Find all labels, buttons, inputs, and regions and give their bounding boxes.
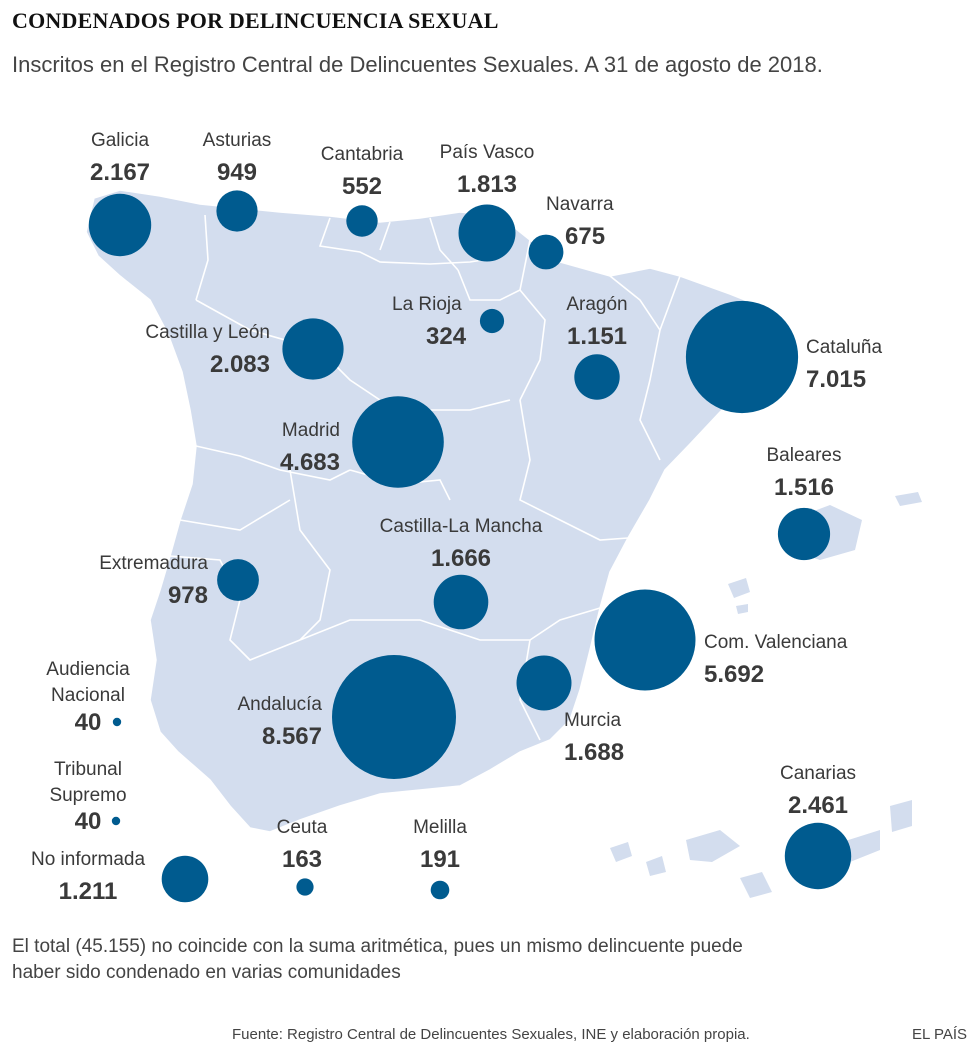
label-value-murcia: 1.688 bbox=[564, 739, 624, 766]
bubble-andalucia bbox=[332, 655, 456, 779]
label-value-no-informada: 1.211 bbox=[59, 878, 118, 905]
bubble-com-valenciana bbox=[594, 589, 696, 691]
bubble-asturias bbox=[216, 190, 258, 232]
label-value-pais-vasco: 1.813 bbox=[457, 171, 517, 198]
label-name-andalucia: Andalucía bbox=[237, 694, 322, 715]
label-name-madrid: Madrid bbox=[282, 420, 340, 441]
label-name-la-rioja: La Rioja bbox=[392, 294, 462, 315]
bubble-no-informada bbox=[161, 855, 209, 903]
label-name-cataluna: Cataluña bbox=[806, 337, 882, 358]
canarias-island-3 bbox=[686, 830, 740, 862]
label-name-baleares: Baleares bbox=[767, 445, 842, 466]
bubble-melilla bbox=[430, 880, 450, 900]
label-value-castilla-la-mancha: 1.666 bbox=[431, 545, 491, 572]
bubble-navarra bbox=[528, 234, 564, 270]
label-value-galicia: 2.167 bbox=[90, 159, 150, 186]
footnote: El total (45.155) no coincide con la sum… bbox=[12, 936, 743, 983]
label-value-andalucia: 8.567 bbox=[262, 723, 322, 750]
label-name-aragon: Aragón bbox=[566, 294, 627, 315]
label-value-cantabria: 552 bbox=[342, 173, 382, 200]
bubble-galicia bbox=[88, 193, 152, 257]
label-value-extremadura: 978 bbox=[168, 582, 208, 609]
formentera-shape bbox=[736, 604, 748, 614]
bubble-canarias bbox=[784, 822, 852, 890]
label-value-la-rioja: 324 bbox=[426, 323, 467, 350]
label-value-tribunal-supremo: 40 bbox=[75, 808, 102, 835]
brand-credit: EL PAÍS bbox=[912, 1026, 968, 1043]
label-value-madrid: 4.683 bbox=[280, 449, 340, 476]
bubble-madrid bbox=[352, 396, 444, 488]
bubble-tribunal-supremo bbox=[111, 816, 121, 826]
label-value-baleares: 1.516 bbox=[774, 474, 834, 501]
label-name-com-valenciana: Com. Valenciana bbox=[704, 632, 848, 653]
page-title: CONDENADOS POR DELINCUENCIA SEXUAL bbox=[12, 8, 499, 33]
label-name-canarias: Canarias bbox=[780, 763, 856, 784]
bubble-audiencia-nacional bbox=[112, 717, 122, 727]
ibiza-shape bbox=[728, 578, 750, 598]
bubble-baleares bbox=[777, 507, 831, 561]
label-name-asturias: Asturias bbox=[203, 130, 272, 151]
bubble-extremadura bbox=[217, 559, 259, 601]
label-name-tribunal-supremo-2: Supremo bbox=[49, 785, 126, 806]
page-subtitle: Inscritos en el Registro Central de Deli… bbox=[12, 52, 823, 77]
bubble-ceuta bbox=[296, 878, 314, 896]
label-value-castilla-leon: 2.083 bbox=[210, 351, 270, 378]
source-credit: Fuente: Registro Central de Delincuentes… bbox=[232, 1026, 750, 1043]
label-name-galicia: Galicia bbox=[91, 130, 150, 151]
label-name-melilla: Melilla bbox=[413, 817, 467, 838]
label-value-com-valenciana: 5.692 bbox=[704, 661, 764, 688]
label-name-pais-vasco: País Vasco bbox=[440, 142, 535, 163]
canarias-island-1 bbox=[610, 842, 632, 862]
bubble-pais-vasco bbox=[458, 204, 516, 262]
label-name-no-informada: No informada bbox=[31, 849, 145, 870]
bubble-castilla-la-mancha bbox=[433, 574, 489, 630]
label-value-navarra: 675 bbox=[565, 223, 605, 250]
label-value-aragon: 1.151 bbox=[567, 323, 627, 350]
label-name-murcia: Murcia bbox=[564, 710, 621, 731]
bubble-layer bbox=[88, 190, 852, 903]
label-name-ceuta: Ceuta bbox=[277, 817, 328, 838]
bubble-aragon bbox=[574, 354, 620, 400]
canarias-island-5 bbox=[842, 830, 880, 862]
label-name-navarra: Navarra bbox=[546, 194, 614, 215]
label-value-audiencia-nacional: 40 bbox=[75, 709, 102, 736]
label-value-melilla: 191 bbox=[420, 846, 460, 873]
bubble-cataluna bbox=[685, 300, 799, 414]
label-value-cataluna: 7.015 bbox=[806, 366, 866, 393]
bubble-murcia bbox=[516, 655, 572, 711]
canarias-island-2 bbox=[646, 856, 666, 876]
label-layer: Galicia 2.167 Asturias 949 Cantabria 552 País … bbox=[31, 130, 883, 905]
bubble-cantabria bbox=[346, 205, 378, 237]
label-value-ceuta: 163 bbox=[282, 846, 322, 873]
label-value-asturias: 949 bbox=[217, 159, 257, 186]
canarias-island-6 bbox=[890, 800, 912, 832]
label-name-tribunal-supremo-1: Tribunal bbox=[54, 759, 122, 780]
label-name-audiencia-nacional-1: Audiencia bbox=[46, 659, 130, 680]
menorca-shape bbox=[895, 492, 922, 506]
label-value-canarias: 2.461 bbox=[788, 792, 848, 819]
bubble-castilla-leon bbox=[282, 318, 344, 380]
canarias-island-4 bbox=[740, 872, 772, 898]
label-name-extremadura: Extremadura bbox=[99, 553, 208, 574]
label-name-audiencia-nacional-2: Nacional bbox=[51, 685, 125, 706]
bubble-la-rioja bbox=[479, 308, 505, 334]
label-name-cantabria: Cantabria bbox=[321, 144, 404, 165]
label-name-castilla-leon: Castilla y León bbox=[145, 322, 270, 343]
label-name-castilla-la-mancha: Castilla-La Mancha bbox=[380, 516, 543, 537]
